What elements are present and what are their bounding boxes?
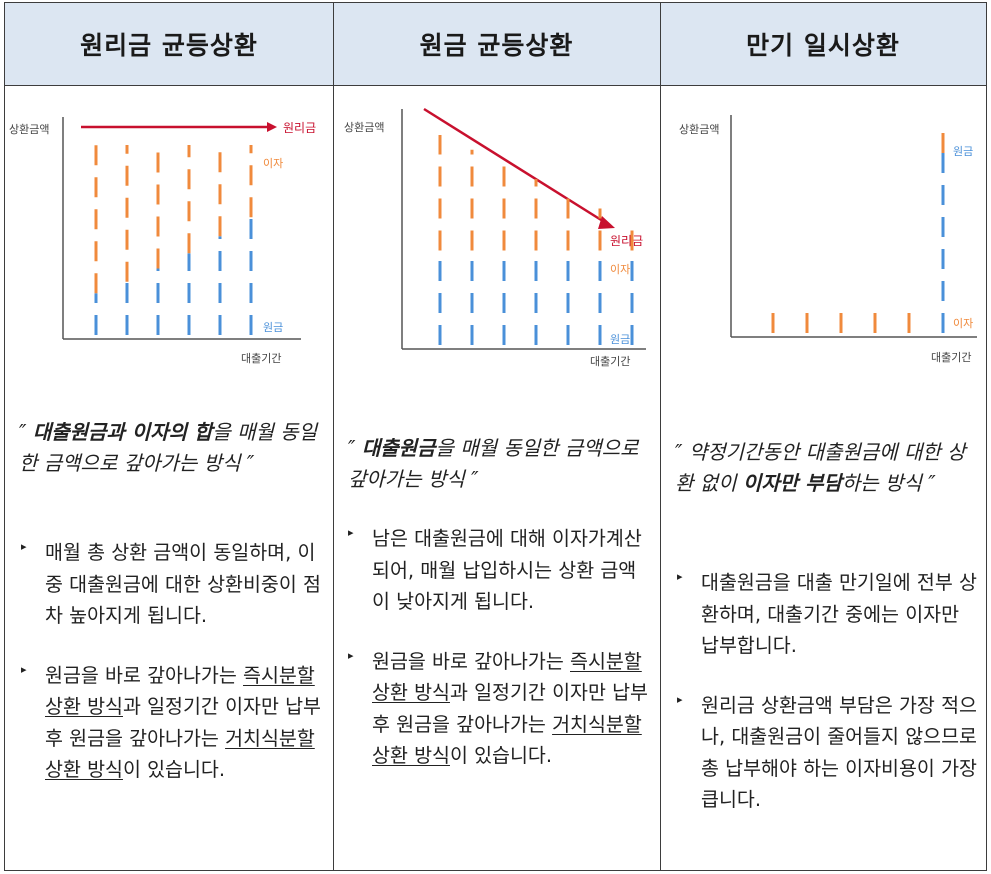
- header-bullet-repayment: 만기 일시상환: [746, 31, 900, 60]
- header-equal-payment: 원리금 균등상환: [80, 31, 258, 60]
- summary-quote: ″ 대출원금과 이자의 합을 매월 동일한 금액으로 갚아가는 방식 ″: [19, 417, 329, 479]
- summary-quote: ″ 약정기간동안 대출원금에 대한 상환 없이 이자만 부담하는 방식 ″: [675, 437, 983, 499]
- quote-text: 을 매월 동일한 금액으로 갚아가는 방식 ″: [348, 436, 639, 491]
- chart-bullet-repayment: 상환금액 대출기간 원금 이자: [679, 115, 977, 364]
- bullet-icon: ▸: [21, 540, 27, 553]
- column-equal-payment: 상환금액 대출기간 원리금 이자 원금 ″ 대출원금과 이자의 합을 매월 동일…: [5, 87, 333, 870]
- deferred-installment-term: 거치식분할상환 방식: [45, 726, 315, 782]
- bullet-text: 원금을 바로 갚아나가는: [372, 649, 570, 673]
- bullet-text: 이 있습니다.: [122, 758, 226, 782]
- bullet-item: ▸ 원금을 바로 갚아나가는 즉시분할상환 방식과 일정기간 이자만 납부 후 원…: [346, 646, 652, 772]
- y-axis-label: 상환금액: [9, 123, 49, 136]
- bullet-text: 원리금 상환금액 부담은 가장 적으나, 대출원금이 줄어들지 않으므로 총 납…: [701, 693, 977, 812]
- bullet-icon: ▸: [348, 526, 354, 539]
- principal-label: 원금: [953, 145, 973, 158]
- quote-text: 하는 방식 ″: [841, 471, 936, 495]
- x-axis-label: 대출기간: [931, 351, 971, 364]
- bullet-icon: ▸: [21, 662, 27, 676]
- principal-label: 원금: [610, 333, 630, 346]
- quote-open: ″: [19, 420, 33, 444]
- bullet-item: ▸ 남은 대출원금에 대해 이자가계산되어, 매월 납입하시는 상환 금액이 낮아…: [346, 523, 652, 618]
- quote-open: ″: [348, 436, 362, 460]
- bullet-item: ▸ 대출원금을 대출 만기일에 전부 상환하며, 대출기간 중에는 이자만 납부합…: [675, 567, 981, 662]
- chart-equal-payment: 상환금액 대출기간 원리금 이자 원금: [9, 117, 316, 365]
- column-divider: [660, 3, 661, 870]
- comparison-table: 원리금 균등상환 원금 균등상환 만기 일시상환 상환금액 대출기간 원리금 이…: [4, 2, 987, 871]
- arrow-label: 원리금: [283, 121, 316, 135]
- bar-group: [771, 133, 945, 333]
- interest-label: 이자: [953, 317, 973, 330]
- bullet-item: ▸ 원리금 상환금액 부담은 가장 적으나, 대출원금이 줄어들지 않으므로 총 …: [675, 690, 981, 816]
- total-payment-arrow: [423, 107, 607, 225]
- header-row: 원리금 균등상환 원금 균등상환 만기 일시상환: [5, 3, 986, 86]
- arrow-head-icon: [598, 216, 615, 229]
- summary-quote: ″ 대출원금을 매월 동일한 금액으로 갚아가는 방식 ″: [348, 433, 656, 495]
- bullet-text: 대출원금을 대출 만기일에 전부 상환하며, 대출기간 중에는 이자만 납부합니…: [701, 571, 977, 658]
- bullet-text: 매월 총 상환 금액이 동일하며, 이중 대출원금에 대한 상환비중이 점차 높…: [45, 541, 321, 628]
- column-equal-principal: 상환금액 대출기간 원리금 이자 원금 ″ 대출원금을 매월 동일한 금액으로 …: [334, 87, 660, 870]
- bullet-icon: ▸: [677, 570, 683, 583]
- bullet-text: 이 있습니다.: [449, 744, 553, 768]
- bullet-item: ▸ 원금을 바로 갚아나가는 즉시분할상환 방식과 일정기간 이자만 납부 후 원…: [19, 660, 323, 786]
- bullet-icon: ▸: [348, 648, 354, 662]
- deferred-installment-term: 거치식분할상환 방식: [372, 712, 642, 768]
- bullet-text: 남은 대출원금에 대해 이자가계산되어, 매월 납입하시는 상환 금액이 낮아지…: [372, 527, 642, 614]
- bullet-icon: ▸: [677, 692, 683, 706]
- bullet-list: ▸ 매월 총 상환 금액이 동일하며, 이중 대출원금에 대한 상환비중이 점차 …: [19, 537, 323, 814]
- chart-equal-principal: 상환금액 대출기간 원리금 이자 원금: [344, 107, 646, 368]
- arrow-label: 원리금: [610, 234, 643, 248]
- header-equal-principal: 원금 균등상환: [419, 31, 574, 60]
- y-axis-label: 상환금액: [679, 123, 719, 136]
- interest-label: 이자: [263, 157, 283, 170]
- quote-emphasis: 대출원금과 이자의 합: [32, 420, 213, 444]
- column-bullet-repayment: 상환금액 대출기간 원금 이자 ″ 약정기간동안 대출원금에 대한 상환 없이 …: [661, 87, 987, 870]
- immediate-installment-term: 즉시분할상환 방식: [45, 663, 315, 719]
- bullet-text: 원금을 바로 갚아나가는: [45, 663, 243, 687]
- quote-open: ″ 약정기간동안 대출원금에 대한 상환 없이: [675, 440, 966, 495]
- interest-label: 이자: [610, 263, 630, 276]
- x-axis-label: 대출기간: [241, 352, 281, 365]
- quote-emphasis: 이자만 부담: [742, 471, 842, 495]
- bullet-list: ▸ 대출원금을 대출 만기일에 전부 상환하며, 대출기간 중에는 이자만 납부합…: [675, 567, 981, 844]
- quote-text: 을 매월 동일한 금액으로 갚아가는 방식 ″: [19, 420, 318, 475]
- bullet-item: ▸ 매월 총 상환 금액이 동일하며, 이중 대출원금에 대한 상환비중이 점차 …: [19, 537, 323, 632]
- bar-group: [438, 135, 634, 345]
- arrow-head-icon: [267, 122, 277, 132]
- bullet-text: 과 일정기간 이자만 납부 후 원금을 갚아나가는: [372, 681, 648, 736]
- principal-label: 원금: [263, 321, 283, 334]
- bullet-text: 과 일정기간 이자만 납부 후 원금을 갚아나가는: [45, 695, 321, 750]
- bullet-list: ▸ 남은 대출원금에 대해 이자가계산되어, 매월 납입하시는 상환 금액이 낮아…: [346, 523, 652, 800]
- quote-emphasis: 대출원금: [361, 436, 436, 460]
- bar-group: [94, 145, 253, 335]
- immediate-installment-term: 즉시분할상환 방식: [372, 649, 642, 705]
- y-axis-label: 상환금액: [344, 121, 384, 134]
- column-divider: [333, 3, 334, 870]
- x-axis-label: 대출기간: [590, 355, 630, 368]
